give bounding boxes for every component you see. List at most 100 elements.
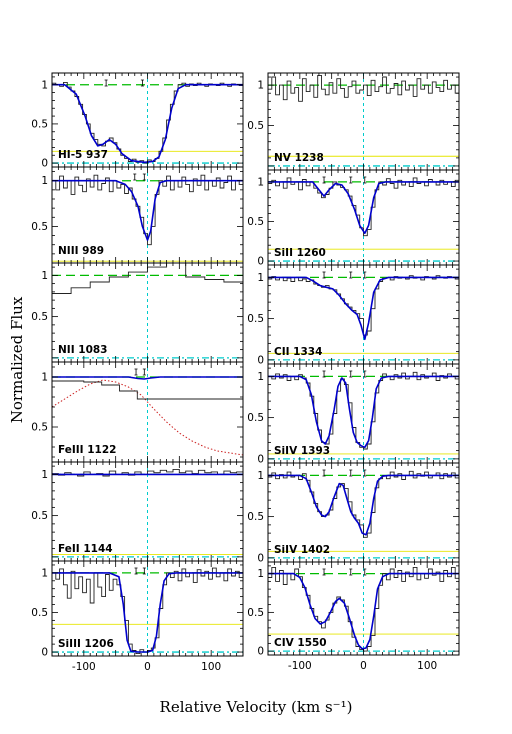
y-tick-label: 0 [257, 552, 264, 564]
model-fit [268, 181, 459, 235]
y-tick-label: 0.5 [247, 120, 264, 132]
y-axis-label: Normalized Flux [8, 296, 26, 423]
spectrum-panel: 0.5 1 FeIII 1122 [31, 361, 244, 463]
spectrum-panel: 0 0.5 1 CII 1334 [247, 264, 460, 366]
model-fit [52, 376, 243, 380]
flux-histogram [268, 74, 459, 102]
spectrum-panel: 0 0.5 1 -100 0 100 SiIII 1206 [31, 560, 244, 673]
y-tick-label: 0 [257, 256, 264, 268]
component-marker [349, 271, 353, 279]
spectrum-panel: 0 0.5 1 SiIV 1393 [247, 363, 460, 465]
component-marker [349, 469, 353, 477]
component-marker [134, 368, 138, 376]
y-tick-label: 0.5 [31, 510, 48, 522]
flux-histogram [268, 470, 459, 538]
spectrum-panel: 0 0.5 1 HI-5 937 [31, 72, 244, 170]
y-tick-label: 1 [41, 270, 48, 282]
spectrum-panel: 0 0.5 1 -100 0 100 CIV 1550 [247, 561, 460, 672]
component-marker [142, 567, 146, 575]
ion-label: FeIII 1122 [58, 444, 116, 456]
ion-label: SiIV 1402 [274, 544, 330, 556]
component-marker [349, 176, 353, 184]
y-tick-label: 1 [41, 372, 48, 384]
ion-label: CII 1334 [274, 346, 322, 358]
component-marker [363, 271, 367, 279]
y-tick-label: 0.5 [247, 511, 264, 523]
y-tick-label: 1 [257, 80, 264, 92]
alt-spectrum [52, 379, 243, 456]
component-marker [133, 173, 137, 181]
x-tick-label: 100 [201, 661, 221, 673]
y-tick-label: 0.5 [31, 118, 48, 130]
ion-label: HI-5 937 [58, 149, 108, 161]
component-marker [322, 370, 326, 378]
model-fit [52, 179, 243, 241]
component-marker [142, 173, 146, 181]
y-tick-label: 1 [41, 469, 48, 481]
x-tick-label: -100 [288, 660, 312, 672]
component-marker [322, 469, 326, 477]
y-tick-label: 0.5 [247, 412, 264, 424]
y-tick-label: 0 [41, 158, 48, 170]
ion-label: NV 1238 [274, 152, 324, 164]
component-marker [363, 568, 367, 576]
component-marker [322, 176, 326, 184]
flux-histogram [268, 177, 459, 237]
ion-label: NIII 989 [58, 245, 104, 257]
y-tick-label: 1 [257, 568, 264, 580]
component-marker [363, 469, 367, 477]
y-tick-label: 0.5 [247, 313, 264, 325]
model-fit [268, 375, 459, 449]
ion-label: SiII 1260 [274, 247, 326, 259]
y-tick-label: 0 [257, 646, 264, 658]
y-tick-label: 1 [257, 272, 264, 284]
y-tick-label: 0.5 [247, 607, 264, 619]
model-fit [268, 276, 459, 341]
spectrum-panel: 0.5 1 NIII 989 [31, 166, 244, 264]
flux-histogram [52, 468, 243, 477]
y-tick-label: 1 [257, 470, 264, 482]
x-tick-label: -100 [72, 661, 96, 673]
component-marker [104, 79, 108, 87]
component-marker [363, 370, 367, 378]
x-axis-label: Relative Velocity (km s⁻¹) [160, 698, 353, 716]
spectrum-panel: 0.5 1 NV 1238 [247, 72, 460, 171]
x-tick-label: 0 [144, 661, 151, 673]
component-marker [140, 79, 144, 87]
y-tick-label: 0.5 [31, 311, 48, 323]
component-marker [322, 568, 326, 576]
ion-label: SiIII 1206 [58, 638, 114, 650]
y-tick-label: 1 [41, 567, 48, 579]
flux-histogram [268, 371, 459, 450]
ion-label: NII 1083 [58, 344, 107, 356]
component-marker [349, 568, 353, 576]
model-fit [52, 83, 243, 164]
ion-label: CIV 1550 [274, 637, 327, 649]
spectrum-panel: 0.5 1 FeII 1144 [31, 461, 244, 562]
model-fit [268, 572, 459, 650]
spectrum-panel: 0.5 1 NII 1083 [31, 262, 244, 363]
y-tick-label: 0.5 [31, 221, 48, 233]
y-tick-label: 0 [257, 453, 264, 465]
y-tick-label: 1 [257, 176, 264, 188]
model-fit [268, 474, 459, 536]
y-tick-label: 1 [41, 175, 48, 187]
component-marker [134, 567, 138, 575]
component-marker [349, 370, 353, 378]
y-tick-label: 1 [257, 371, 264, 383]
component-marker [142, 368, 146, 376]
spectrum-panel: 0 0.5 1 SiII 1260 [247, 169, 460, 268]
y-tick-label: 0.5 [31, 422, 48, 434]
component-marker [363, 176, 367, 184]
component-marker [322, 271, 326, 279]
flux-histogram [52, 380, 243, 400]
ion-label: FeII 1144 [58, 543, 113, 555]
x-tick-label: 100 [417, 660, 437, 672]
spectrum-panel: 0 0.5 1 SiIV 1402 [247, 462, 460, 564]
y-tick-label: 0.5 [31, 607, 48, 619]
y-tick-label: 0.5 [247, 216, 264, 228]
y-tick-label: 0 [257, 354, 264, 366]
flux-histogram [52, 263, 243, 294]
